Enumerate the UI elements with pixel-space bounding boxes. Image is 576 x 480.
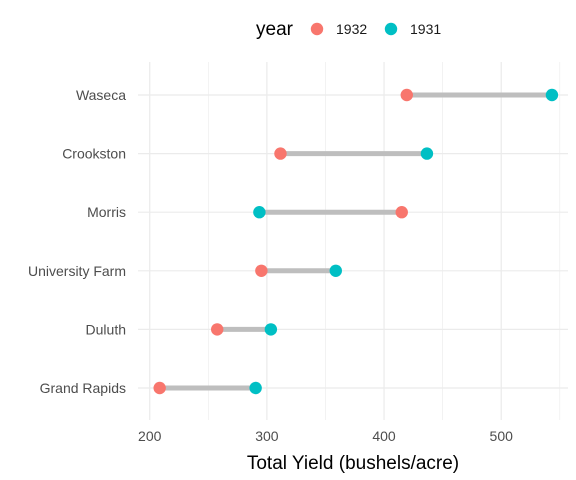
- point-1932: [400, 88, 413, 102]
- legend-label-1932: 1932: [336, 21, 367, 37]
- y-tick-label: Duluth: [86, 321, 126, 337]
- point-1932: [211, 323, 224, 336]
- point-1932: [153, 381, 166, 395]
- point-1931: [249, 381, 262, 395]
- point-1931: [329, 264, 342, 277]
- point-1932: [274, 147, 287, 160]
- legend-key-1932: [310, 22, 324, 36]
- point-1931: [545, 88, 559, 102]
- y-tick-label: University Farm: [28, 263, 126, 279]
- x-tick-label: 200: [138, 428, 162, 444]
- legend: year 1932 1931: [256, 19, 441, 40]
- x-tick-label: 300: [255, 428, 279, 444]
- legend-key-1931: [384, 22, 398, 36]
- legend-label-1931: 1931: [410, 21, 441, 37]
- point-1931: [264, 323, 278, 336]
- y-tick-label: Waseca: [76, 87, 126, 103]
- x-axis-title: Total Yield (bushels/acre): [247, 453, 459, 474]
- x-axis-ticks: 200 300 400 500: [138, 428, 513, 444]
- point-1931: [253, 206, 266, 219]
- grid: [138, 62, 568, 420]
- x-tick-label: 400: [372, 428, 396, 444]
- y-axis-ticks: Waseca Crookston Morris University Farm Dulu…: [28, 87, 126, 396]
- point-1932: [395, 206, 408, 219]
- legend-title: year: [256, 19, 294, 40]
- x-tick-label: 500: [490, 428, 514, 444]
- y-tick-label: Crookston: [62, 146, 126, 162]
- connectors: [159, 92, 552, 391]
- points: [153, 88, 559, 395]
- point-1931: [420, 147, 434, 160]
- y-tick-label: Morris: [87, 204, 126, 220]
- point-1932: [255, 264, 268, 277]
- y-tick-label: Grand Rapids: [40, 380, 126, 396]
